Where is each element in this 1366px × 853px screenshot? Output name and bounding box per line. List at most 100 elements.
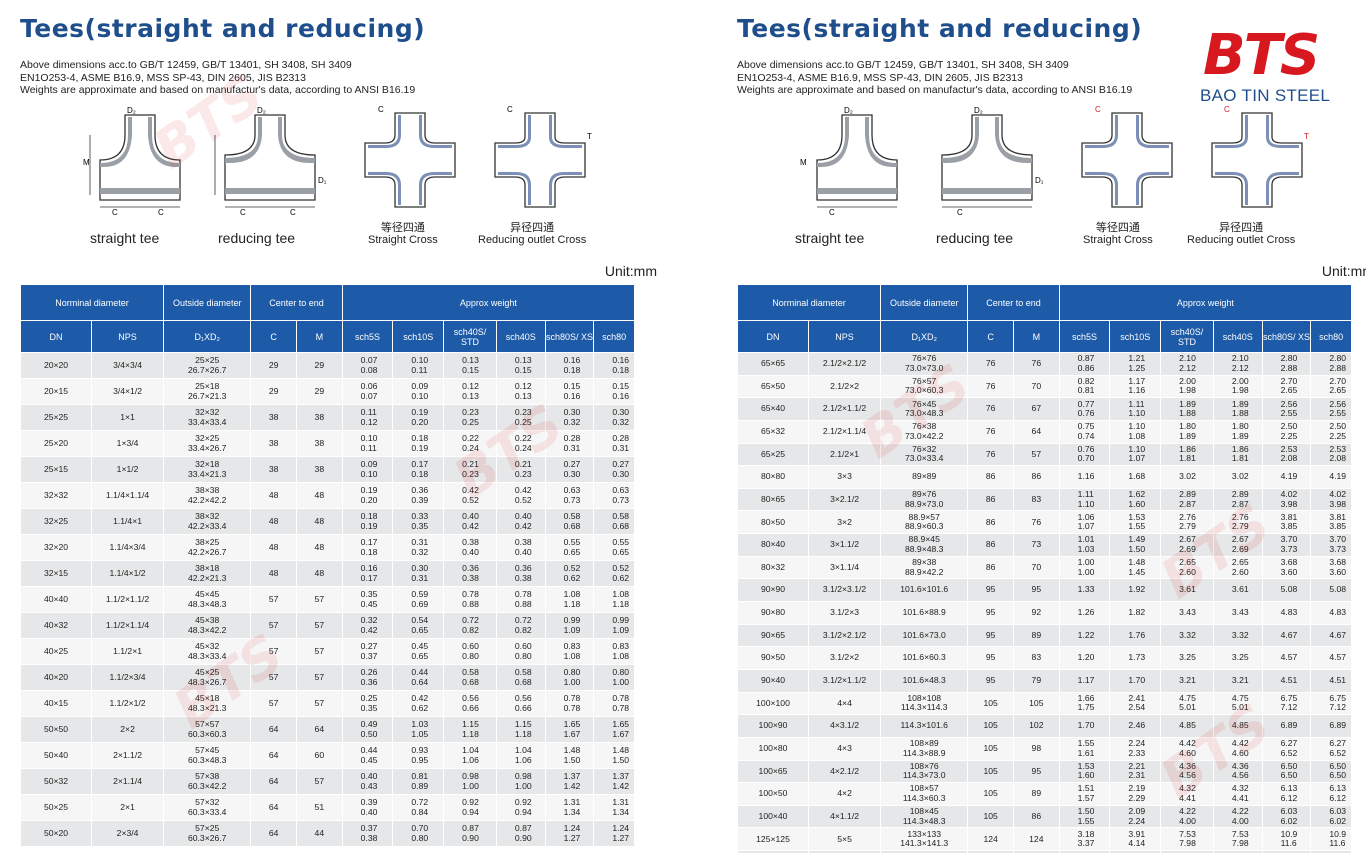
table-cell: 70 <box>1013 555 1060 580</box>
table-cell: 1.26 <box>1058 601 1111 625</box>
table-cell: 4×1.1/2 <box>808 804 882 829</box>
table-cell: 1.86 1.81 <box>1212 442 1263 467</box>
table-cell: 1.80 1.89 <box>1160 419 1214 444</box>
table-cell: 64 <box>250 742 297 769</box>
table-cell: 0.13 0.15 <box>443 352 497 379</box>
table-cell: 133×108 141.3×114.3 <box>880 850 969 853</box>
table-cell: 0.56 0.66 <box>495 690 546 717</box>
table-cell: 0.70 0.80 <box>392 820 445 847</box>
table-cell: 0.83 1.08 <box>544 638 595 665</box>
table-cell: 0.42 0.52 <box>495 482 546 509</box>
table-cell: 105 <box>967 804 1014 829</box>
table-cell: 1.10 1.08 <box>1109 419 1162 444</box>
table-cell: 0.31 0.32 <box>392 534 445 561</box>
table-cell: 4.85 <box>1160 714 1214 738</box>
table-cell: 2.76 2.79 <box>1160 510 1214 535</box>
table-cell: 3.68 3.60 <box>1261 555 1312 580</box>
table-cell: 89 <box>1013 623 1060 648</box>
table-cell: 3.18 3.37 <box>1058 827 1111 852</box>
table-cell: 1.48 1.45 <box>1109 555 1162 580</box>
table-cell: 0.44 0.64 <box>392 664 445 691</box>
table-cell: 20×15 <box>19 378 93 405</box>
table-cell: 0.36 0.39 <box>392 482 445 509</box>
table-cell: 108×89 114.3×88.9 <box>880 736 969 761</box>
header-sch40s-std: sch40S/ STD <box>443 320 497 353</box>
table-cell: 5×5 <box>808 827 882 852</box>
table-cell: 2.65 2.60 <box>1160 555 1214 580</box>
table-cell: 0.40 0.42 <box>443 508 497 535</box>
table-cell: 1.82 <box>1109 601 1162 625</box>
table-cell: 45×45 48.3×48.3 <box>163 586 252 613</box>
table-cell: 64 <box>1013 419 1060 444</box>
table-cell: 0.87 0.90 <box>443 820 497 847</box>
table-cell: 0.58 0.68 <box>544 508 595 535</box>
table-cell: 0.11 0.12 <box>341 404 394 431</box>
table-row: 80×32 3×1.1/4 89×38 88.9×42.2 86 70 1.00 1.00… <box>736 555 1352 580</box>
header-sch80: sch80 <box>1310 320 1352 353</box>
table-cell: 6.89 <box>1261 714 1312 738</box>
table-cell: 3.1/2×3 <box>808 601 882 625</box>
table-row: 65×32 2.1/2×1.1/4 76×38 73.0×42.2 76 64 0.75 … <box>736 419 1352 444</box>
table-cell: 101.6×48.3 <box>880 668 969 693</box>
table-cell: 1.11 1.10 <box>1109 397 1162 421</box>
header-c: C <box>967 320 1014 353</box>
table-cell: 0.87 0.86 <box>1058 352 1111 376</box>
dim-label: C <box>112 208 118 215</box>
table-cell: 4.57 <box>1261 646 1312 670</box>
table-cell: 3.1/2×2.1/2 <box>808 623 882 648</box>
table-cell: 4.32 4.41 <box>1212 782 1263 806</box>
table-cell: 108×57 114.3×60.3 <box>880 782 969 806</box>
table-cell: 0.39 0.40 <box>341 794 394 821</box>
table-row: 40×40 1.1/2×1.1/2 45×45 48.3×48.3 57 57 0.35 … <box>19 586 635 613</box>
table-cell: 0.35 0.45 <box>341 586 394 613</box>
straight-cross-en-label: Straight Cross <box>1083 234 1153 246</box>
reducing-cross-label: 异径四通 Reducing outlet Cross <box>1187 222 1295 246</box>
table-cell: 0.22 0.24 <box>495 430 546 457</box>
table-cell: 98 <box>1013 736 1060 761</box>
table-cell: 4×3 <box>808 736 882 761</box>
table-row: 90×40 3.1/2×1.1/2 101.6×48.3 95 79 1.17 1.70 3.… <box>736 668 1352 693</box>
table-cell: 0.09 0.10 <box>341 456 394 483</box>
table-cell: 7.53 7.98 <box>1160 827 1214 852</box>
straight-tee-drawing: D₂ M C <box>800 106 898 215</box>
dim-label: M <box>800 158 807 167</box>
table-cell: 1.49 1.50 <box>1109 533 1162 557</box>
table-cell: 1.89 1.88 <box>1160 397 1214 421</box>
dimension-table: Norminal diameter Outside diameter Cente… <box>736 284 1353 853</box>
table-cell: 86 <box>1013 804 1060 829</box>
table-cell: 48 <box>250 534 297 561</box>
table-cell: 0.12 0.13 <box>443 378 497 405</box>
table-cell: 3.1/2×3.1/2 <box>808 578 882 603</box>
dim-label: T <box>587 132 592 141</box>
table-cell: 3.61 <box>1212 578 1263 603</box>
table-cell: 3.25 <box>1212 646 1263 670</box>
table-cell: 3.70 3.73 <box>1261 533 1312 557</box>
standards-description: Above dimensions acc.to GB/T 12459, GB/T… <box>737 59 1132 97</box>
table-cell: 86 <box>967 510 1014 535</box>
table-cell: 2.1/2×2 <box>808 374 882 399</box>
table-cell: 0.99 1.09 <box>544 612 595 639</box>
table-cell: 0.78 0.88 <box>443 586 497 613</box>
table-cell: 1.04 1.06 <box>495 742 546 769</box>
table-cell: 108×108 114.3×114.3 <box>880 691 969 716</box>
table-cell: 10.4 10.8 <box>1310 850 1352 853</box>
table-cell: 0.42 0.62 <box>392 690 445 717</box>
logo-company-name: BAO TIN STEEL <box>1200 86 1331 105</box>
table-cell: 3.81 3.85 <box>1310 510 1352 535</box>
table-cell: 95 <box>1013 759 1060 784</box>
table-cell: 0.09 0.10 <box>392 378 445 405</box>
table-cell: 2×1.1/4 <box>91 768 165 795</box>
description-line: EN1O253-4, ASME B16.9, MSS SP-43, DIN 26… <box>737 71 1023 84</box>
reducing-tee-label: reducing tee <box>218 230 296 246</box>
table-row: 25×20 1×3/4 32×25 33.4×26.7 38 38 0.10 0.11 0.… <box>19 430 635 457</box>
dim-label: C <box>240 208 246 215</box>
dim-label: C <box>378 105 384 114</box>
table-row: 65×40 2.1/2×1.1/2 76×45 73.0×48.3 76 67 0.77 … <box>736 397 1352 421</box>
table-cell: 76×76 73.0×73.0 <box>880 352 969 376</box>
table-cell: 79 <box>1013 668 1060 693</box>
table-cell: 89 <box>1013 782 1060 806</box>
table-cell: 6.27 6.52 <box>1310 736 1352 761</box>
table-cell: 45×32 48.3×33.4 <box>163 638 252 665</box>
dim-label: C <box>829 208 835 215</box>
table-cell: 105 <box>967 691 1014 716</box>
